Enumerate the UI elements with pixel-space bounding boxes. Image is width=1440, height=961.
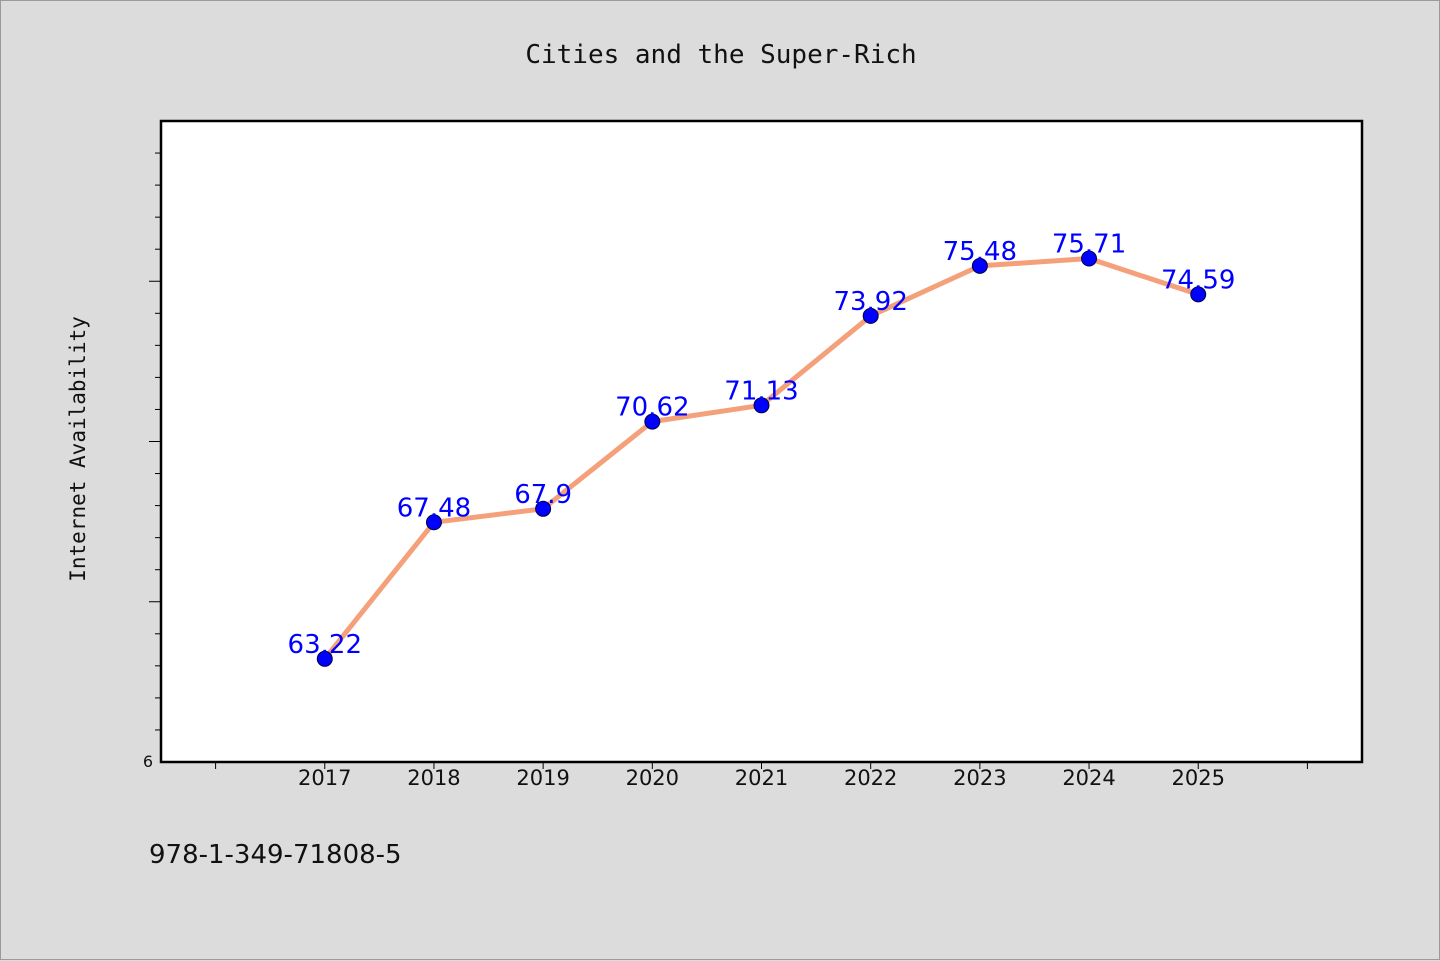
data-point — [425, 514, 442, 531]
data-point — [971, 257, 988, 274]
data-point — [1081, 250, 1098, 267]
x-tick-label: 2017 — [298, 766, 351, 790]
data-point — [1190, 286, 1207, 303]
data-label: 74.59 — [1161, 265, 1235, 295]
data-label: 73.92 — [833, 287, 907, 317]
x-tick-label: 2022 — [844, 766, 897, 790]
x-tick-label: 2023 — [953, 766, 1006, 790]
y-tick-label: 6 — [143, 752, 153, 771]
data-label: 70.62 — [615, 393, 689, 423]
x-tick-label: 2018 — [407, 766, 460, 790]
y-axis-label: Internet Availability — [66, 316, 90, 582]
data-point — [644, 413, 661, 430]
y-axis-ticks — [149, 152, 161, 731]
x-tick-label: 2025 — [1172, 766, 1225, 790]
series-markers — [316, 250, 1207, 667]
x-axis-ticks: 2017 2018 2019 2020 2021 2022 2023 2024 2025 — [215, 762, 1308, 790]
data-label: 67.9 — [514, 480, 572, 510]
x-tick-label: 2021 — [735, 766, 788, 790]
data-point — [535, 500, 552, 517]
data-label: 75.71 — [1052, 229, 1126, 259]
plot-area — [159, 119, 1364, 764]
data-label: 63.22 — [288, 630, 362, 660]
data-point — [862, 307, 879, 324]
data-label: 71.13 — [724, 376, 798, 406]
chart-title: Cities and the Super-Rich — [525, 40, 916, 70]
data-point — [753, 397, 770, 414]
data-label: 67.48 — [397, 493, 471, 523]
data-label: 75.48 — [943, 237, 1017, 267]
footer-text: 978-1-349-71808-5 — [149, 840, 402, 870]
data-labels: 63.22 67.48 67.9 70.62 71.13 73.92 75.48 75.71 7… — [288, 229, 1236, 659]
data-point — [316, 650, 333, 667]
x-tick-label: 2019 — [516, 766, 569, 790]
x-tick-label: 2020 — [626, 766, 679, 790]
x-tick-label: 2024 — [1062, 766, 1115, 790]
